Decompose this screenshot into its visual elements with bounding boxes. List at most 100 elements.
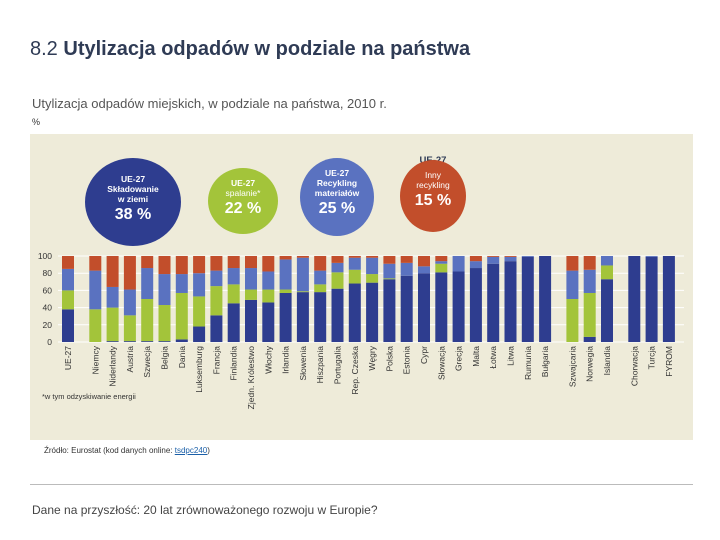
bar-segment: [175, 256, 188, 275]
bar-segment: [383, 279, 396, 342]
bar-segment: [106, 286, 119, 308]
x-tick-label: Włochy: [263, 345, 273, 374]
bar-segment: [89, 256, 102, 271]
x-tick-label: Szwecja: [142, 346, 152, 378]
bar-segment: [210, 286, 223, 316]
bar-segment: [487, 263, 500, 342]
landfill-bubble: UE-27 Składowanie w ziemi 38 %: [85, 158, 181, 246]
bar-segment: [487, 256, 500, 264]
x-tick-label: Austria: [125, 346, 135, 373]
bar-segment: [193, 256, 206, 274]
source-link[interactable]: tsdpc240: [174, 446, 208, 455]
bar-segment: [279, 259, 292, 290]
x-tick-label: Polska: [384, 346, 394, 372]
bar-segment: [227, 256, 240, 269]
bar-segment: [601, 256, 613, 266]
bar-segment: [262, 271, 275, 290]
bar-segment: [279, 289, 292, 293]
bar-segment: [262, 289, 275, 303]
page-title: 8.2 Utylizacja odpadów w podziale na pań…: [30, 38, 471, 60]
bar-segment: [435, 261, 448, 264]
y-tick-label: 0: [47, 337, 52, 347]
x-tick-label: Chorwacja: [629, 346, 639, 386]
x-tick-label: Rep. Czeska: [350, 346, 360, 395]
bar-segment: [383, 263, 396, 279]
bar-segment: [469, 268, 482, 342]
bar-segment: [366, 256, 379, 258]
bar-segment: [245, 268, 257, 290]
bar-segment: [89, 309, 102, 342]
footer-text: Dane na przyszłość: 20 lat zrównoważoneg…: [32, 503, 378, 517]
unit-label: %: [32, 117, 41, 127]
bar-segment: [583, 292, 596, 337]
bar-segment: [348, 256, 361, 258]
bar-segment: [245, 299, 257, 342]
bar-segment: [435, 272, 448, 342]
bar-segment: [141, 341, 154, 342]
bar-segment: [314, 292, 327, 342]
bar-segment: [296, 256, 309, 258]
bar-segment: [123, 289, 136, 316]
y-tick-label: 40: [43, 303, 53, 313]
x-tick-label: Irlandia: [281, 346, 291, 374]
bar-segment: [331, 288, 344, 342]
bar-segment: [400, 256, 413, 263]
bar-segment: [452, 271, 465, 342]
bar-segment: [418, 266, 430, 274]
bar-segment: [175, 274, 188, 293]
bar-segment: [106, 307, 119, 342]
bar-segment: [504, 256, 517, 262]
bar-segment: [89, 270, 102, 310]
bar-segment: [583, 256, 596, 270]
bar-segment: [521, 256, 534, 257]
other-value: 15 %: [414, 192, 452, 209]
x-tick-label: Dania: [177, 346, 187, 368]
bar-segment: [262, 302, 275, 342]
bar-segment: [487, 256, 500, 257]
recycling-value: 25 %: [318, 200, 356, 217]
bar-segment: [296, 291, 309, 293]
bar-segment: [262, 256, 275, 272]
bar-segment: [366, 257, 379, 275]
bar-segment: [141, 256, 154, 269]
x-tick-label: Szwajcaria: [567, 346, 577, 387]
bar-segment: [210, 270, 223, 287]
bar-segment: [141, 299, 154, 342]
x-tick-label: UE-27: [63, 346, 73, 370]
bar-segment: [331, 256, 344, 263]
y-tick-label: 20: [43, 320, 53, 330]
bar-segment: [193, 296, 206, 327]
x-tick-label: Malta: [471, 346, 481, 367]
bar-segment: [645, 256, 658, 257]
x-tick-label: Łotwa: [488, 346, 498, 369]
bar-segment: [314, 284, 327, 293]
x-tick-label: Rumunia: [523, 346, 533, 380]
bar-segment: [383, 278, 396, 280]
x-tick-label: Luksemburg: [194, 346, 204, 393]
bar-segment: [106, 256, 119, 287]
bar-segment: [400, 275, 413, 342]
bar-segment: [566, 299, 579, 342]
divider: [30, 484, 693, 485]
bar-segment: [504, 256, 517, 257]
bar-segment: [158, 256, 171, 275]
bar-segment: [193, 326, 206, 342]
bar-segment: [227, 268, 240, 285]
bar-segment: [601, 279, 613, 342]
bar-segment: [245, 256, 257, 269]
bar-segment: [158, 341, 171, 342]
x-tick-label: FYROM: [664, 346, 674, 377]
x-tick-label: Niderlandy: [108, 345, 118, 386]
bar-segment: [366, 282, 379, 342]
recycling-bubble: UE-27 Recykling materiałów 25 %: [300, 158, 374, 236]
bar-segment: [210, 256, 223, 271]
bar-segment: [245, 289, 257, 300]
x-tick-label: Grecja: [454, 346, 464, 371]
bar-segment: [400, 262, 413, 276]
bar-segment: [662, 256, 675, 342]
x-tick-label: Litwa: [506, 346, 516, 366]
bar-segment: [521, 256, 534, 342]
bar-segment: [583, 336, 596, 342]
x-tick-label: Zjedn. Królestwo: [246, 346, 256, 410]
bar-segment: [62, 290, 74, 310]
